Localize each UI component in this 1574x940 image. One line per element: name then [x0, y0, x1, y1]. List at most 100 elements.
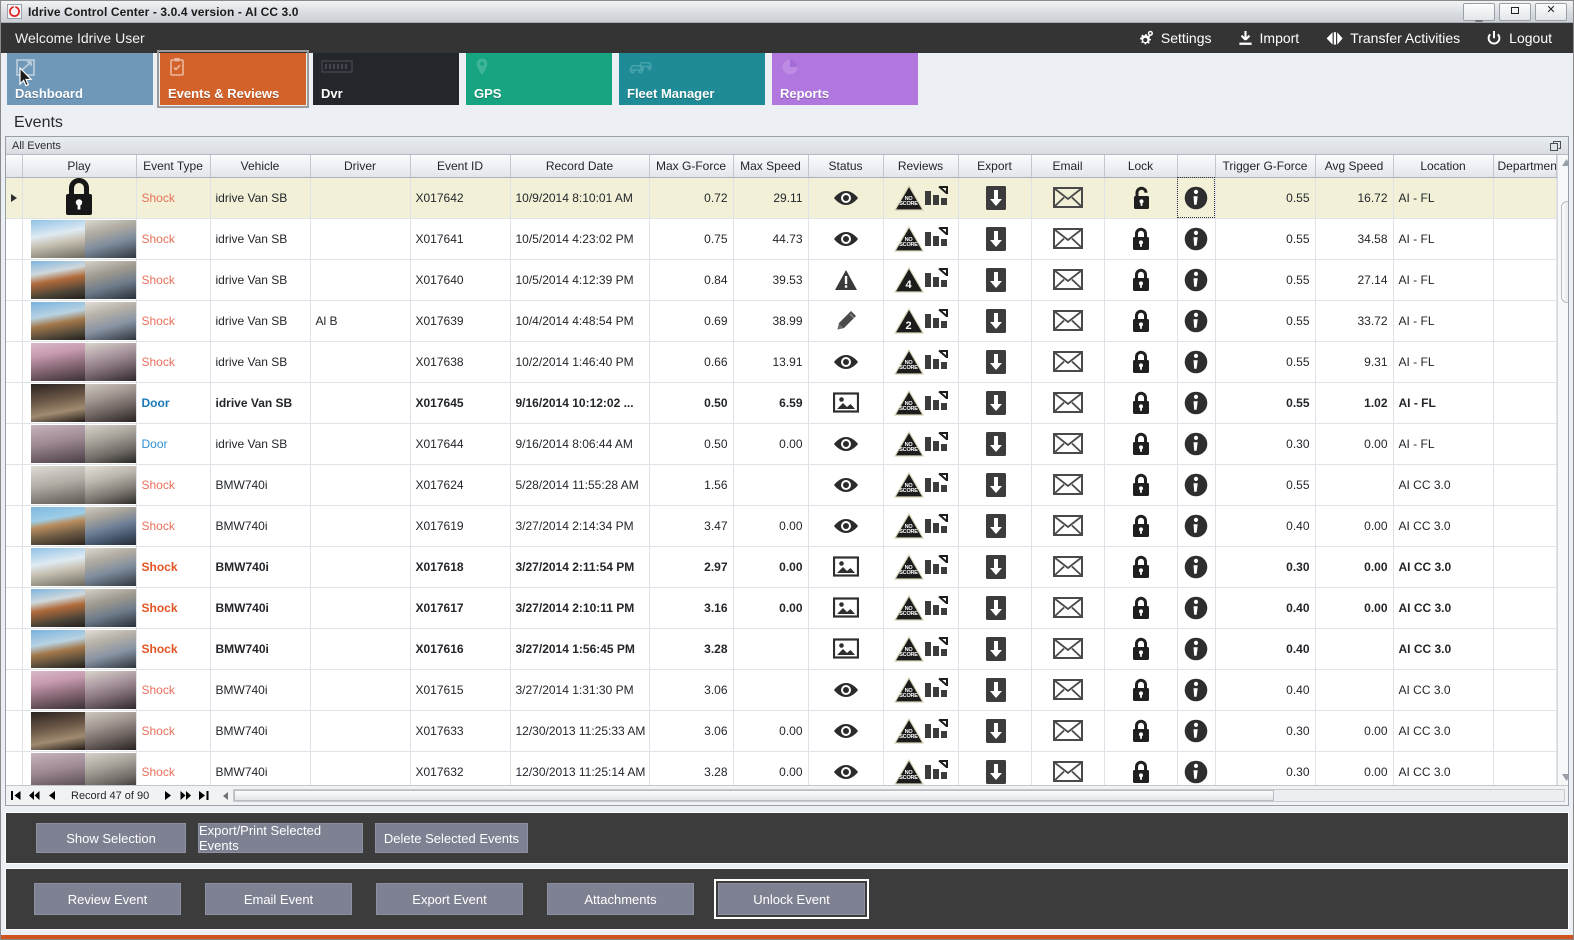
reviews-cell[interactable]: NO SCORE — [883, 710, 959, 752]
reviews-cell[interactable]: NO SCORE — [883, 382, 959, 424]
info-cell[interactable] — [1177, 218, 1216, 260]
info-cell[interactable] — [1177, 423, 1216, 465]
locked-padlock-icon[interactable] — [1110, 759, 1172, 785]
play-cell[interactable] — [22, 505, 137, 547]
image-icon[interactable] — [814, 638, 878, 659]
row-marker-cell[interactable] — [6, 177, 23, 219]
export-cell[interactable] — [958, 505, 1032, 547]
play-cell[interactable] — [22, 341, 137, 383]
play-thumbnail[interactable] — [30, 711, 135, 750]
locked-padlock-icon[interactable] — [1110, 718, 1172, 744]
horizontal-scrollbar[interactable] — [218, 789, 1565, 802]
eye-icon[interactable] — [814, 721, 878, 741]
reviews-score-icon[interactable]: NO SCORE — [889, 389, 953, 416]
export-cell[interactable] — [958, 218, 1032, 260]
lock-cell[interactable] — [1104, 218, 1178, 260]
export-cell[interactable] — [958, 382, 1032, 424]
export-icon[interactable] — [964, 472, 1026, 498]
review-event-button[interactable]: Review Event — [34, 883, 181, 915]
info-icon[interactable] — [1183, 514, 1210, 538]
reviews-score-icon[interactable]: NO SCORE — [889, 471, 953, 498]
reviews-score-icon[interactable]: NO SCORE — [889, 430, 953, 457]
info-icon[interactable] — [1183, 432, 1210, 456]
reviews-cell[interactable]: NO SCORE — [883, 423, 959, 465]
table-row[interactable]: Shock BMW740i X017615 3/27/2014 1:31:30 PM 3… — [6, 669, 1557, 711]
export-cell[interactable] — [958, 751, 1032, 785]
email-icon[interactable] — [1037, 761, 1099, 782]
play-thumbnail[interactable] — [30, 588, 135, 627]
email-icon[interactable] — [1037, 433, 1099, 454]
info-icon[interactable] — [1183, 309, 1210, 333]
play-thumbnail[interactable] — [30, 629, 135, 668]
eye-icon[interactable] — [814, 188, 878, 208]
table-row[interactable]: Shock idrive Van SB Al B X017639 10/4/2014 4… — [6, 300, 1557, 342]
status-cell[interactable] — [808, 300, 884, 342]
info-icon[interactable] — [1183, 391, 1210, 415]
row-marker-cell[interactable] — [6, 423, 23, 465]
email-event-button[interactable]: Email Event — [205, 883, 352, 915]
pencil-icon[interactable] — [814, 310, 878, 332]
play-cell[interactable] — [22, 300, 137, 342]
table-row[interactable]: Shock idrive Van SB X017638 10/2/2014 1:46:… — [6, 341, 1557, 383]
export-cell[interactable] — [958, 177, 1032, 219]
status-cell[interactable] — [808, 669, 884, 711]
attachments-button[interactable]: Attachments — [547, 883, 694, 915]
nav-tile-reports[interactable]: Reports — [772, 53, 918, 105]
play-thumbnail[interactable] — [30, 424, 135, 463]
nav-tile-fleet-manager[interactable]: Fleet Manager — [619, 53, 765, 105]
email-icon[interactable] — [1037, 392, 1099, 413]
nav-prev-record-button[interactable] — [45, 788, 60, 803]
reviews-cell[interactable]: NO SCORE — [883, 628, 959, 670]
info-icon[interactable] — [1183, 473, 1210, 497]
play-cell[interactable] — [22, 464, 137, 506]
info-icon[interactable] — [1183, 227, 1210, 251]
info-cell[interactable] — [1177, 464, 1216, 506]
nav-last-record-button[interactable] — [196, 788, 211, 803]
scroll-down-arrow-icon[interactable] — [1558, 770, 1568, 785]
locked-padlock-icon[interactable] — [1110, 308, 1172, 334]
info-icon[interactable] — [1183, 268, 1210, 292]
info-cell[interactable] — [1177, 710, 1216, 752]
info-cell[interactable] — [1177, 382, 1216, 424]
row-marker-cell[interactable] — [6, 587, 23, 629]
nav-next-page-button[interactable] — [178, 788, 193, 803]
table-row[interactable]: Shock idrive Van SB X017640 10/5/2014 4:12:… — [6, 259, 1557, 301]
info-cell[interactable] — [1177, 546, 1216, 588]
info-icon[interactable] — [1183, 760, 1210, 784]
play-thumbnail[interactable] — [30, 506, 135, 545]
export-icon[interactable] — [964, 226, 1026, 252]
info-icon[interactable] — [1183, 555, 1210, 579]
vertical-scrollbar[interactable] — [1556, 155, 1568, 785]
email-cell[interactable] — [1031, 710, 1105, 752]
email-cell[interactable] — [1031, 300, 1105, 342]
locked-padlock-icon[interactable] — [1110, 595, 1172, 621]
reviews-cell[interactable]: NO SCORE — [883, 177, 959, 219]
transfer-activities-button[interactable]: Transfer Activities — [1312, 23, 1473, 53]
show-selection-button[interactable]: Show Selection — [36, 823, 186, 853]
email-cell[interactable] — [1031, 341, 1105, 383]
email-icon[interactable] — [1037, 638, 1099, 659]
play-thumbnail[interactable] — [30, 465, 135, 504]
col-play[interactable]: Play — [22, 155, 137, 178]
row-marker-cell[interactable] — [6, 710, 23, 752]
lock-cell[interactable] — [1104, 546, 1178, 588]
status-cell[interactable] — [808, 259, 884, 301]
table-row[interactable]: Shock BMW740i X017618 3/27/2014 2:11:54 PM 2… — [6, 546, 1557, 588]
col-driver[interactable]: Driver — [310, 155, 411, 178]
locked-padlock-icon[interactable] — [1110, 636, 1172, 662]
info-icon[interactable] — [1183, 186, 1210, 210]
hscroll-left-arrow-icon[interactable] — [218, 788, 233, 803]
unlock-event-button[interactable]: Unlock Event — [714, 879, 869, 919]
email-icon[interactable] — [1037, 474, 1099, 495]
locked-padlock-icon[interactable] — [1110, 513, 1172, 539]
col-email[interactable]: Email — [1031, 155, 1105, 178]
play-cell[interactable] — [22, 259, 137, 301]
email-icon[interactable] — [1037, 310, 1099, 331]
reviews-score-icon[interactable]: NO SCORE — [889, 717, 953, 744]
group-tab-all-events[interactable]: All Events — [6, 137, 1568, 155]
reviews-cell[interactable]: NO SCORE — [883, 587, 959, 629]
info-cell[interactable] — [1177, 177, 1216, 219]
image-icon[interactable] — [814, 597, 878, 618]
locked-padlock-icon[interactable] — [1110, 677, 1172, 703]
reviews-score-icon[interactable]: NO SCORE — [889, 553, 953, 580]
